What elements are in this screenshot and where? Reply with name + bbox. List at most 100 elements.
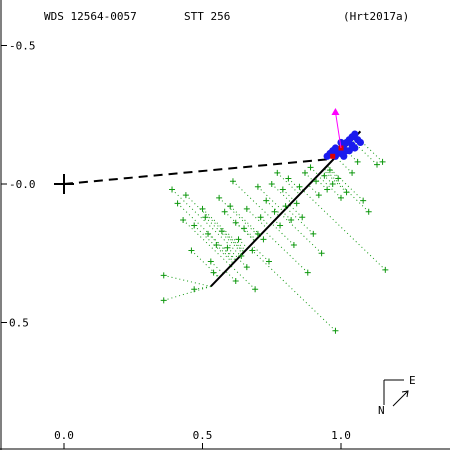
residual-line [314, 177, 328, 190]
reference-label: (Hrt2017a) [343, 10, 409, 23]
residual-line [163, 286, 211, 301]
residual-line [207, 233, 237, 261]
wds-label: WDS 12564-0057 [44, 10, 137, 23]
y-tick-label: -0.0 [9, 178, 36, 191]
observation-cross [227, 203, 234, 210]
predicted-point [330, 153, 336, 159]
y-tick-label: 0.5 [9, 317, 29, 330]
residual-line [216, 244, 235, 263]
compass-east-label: E [409, 374, 416, 387]
observation-cross [241, 225, 248, 232]
observation-cross [260, 236, 267, 243]
observation-cross [268, 181, 275, 187]
residual-line [235, 222, 256, 242]
observation-cross [360, 197, 367, 204]
observation-cross [324, 186, 331, 193]
axes-group: 0.0 0.5 1.0 -0.5 -0.0 0.5 [1, 40, 351, 449]
residual-line [210, 261, 224, 274]
residual-line [322, 169, 347, 193]
x-tick-label: 0.5 [193, 429, 213, 442]
observation-cross [338, 194, 344, 201]
residual-line [238, 239, 249, 249]
residual-line [229, 205, 261, 236]
special-points [330, 107, 344, 159]
observation-cross [180, 217, 187, 224]
observation-cross [315, 192, 322, 199]
residual-line [310, 167, 319, 176]
discoverer-label: STT 256 [184, 10, 230, 23]
observation-cross [213, 241, 220, 248]
observation-cross [288, 217, 295, 224]
speckle-point [337, 138, 345, 147]
observation-cross [207, 258, 214, 265]
observation-cross [374, 161, 381, 168]
observation-cross [191, 286, 198, 293]
residual-line [271, 183, 292, 204]
residual-line [227, 247, 239, 259]
x-tick-label: 0.0 [54, 429, 74, 442]
observation-cross [282, 203, 289, 210]
x-tick-label: 1.0 [331, 429, 351, 442]
observation-cross [202, 214, 209, 221]
observation-cross [182, 192, 189, 199]
observation-cross [290, 241, 297, 248]
residual-line [182, 219, 232, 267]
observation-cross [249, 247, 256, 254]
residual-line [351, 139, 378, 165]
residual-line [264, 230, 309, 273]
observation-cross [299, 214, 306, 221]
compass: E N [378, 374, 416, 417]
residual-line [274, 219, 281, 226]
observation-cross [365, 208, 372, 215]
observation-cross [277, 222, 284, 229]
residual-line [237, 258, 248, 268]
observation-cross [238, 253, 245, 260]
observation-cross [218, 228, 225, 235]
residual-line [265, 200, 281, 215]
observation-cross [254, 183, 261, 190]
observation-cross [343, 189, 350, 196]
observation-cross [293, 200, 300, 207]
projection-line [63, 158, 331, 185]
residual-line [163, 274, 211, 287]
residual-line [282, 211, 292, 221]
residual-line [282, 189, 295, 201]
observation-cross [224, 244, 231, 251]
compass-north-label: N [378, 404, 385, 417]
observation-cross [210, 269, 217, 276]
observation-cross [265, 258, 272, 265]
residual-line [260, 216, 270, 227]
observation-cross [232, 219, 239, 226]
observation-cross [354, 158, 361, 165]
observation-cross [307, 164, 314, 171]
orbit-lines [54, 130, 362, 288]
observation-cross [382, 266, 389, 273]
observation-cross [318, 250, 325, 257]
residual-line [308, 184, 320, 196]
speckle-point [351, 130, 359, 138]
residual-line [221, 230, 245, 253]
observation-cross [229, 178, 236, 185]
speckle-points [323, 130, 364, 160]
speckle-point [356, 138, 364, 147]
observation-cross [274, 169, 281, 176]
observation-cross [199, 205, 206, 212]
residual-line [326, 165, 364, 201]
residual-line [243, 227, 257, 241]
speckle-point [342, 147, 351, 155]
observation-cross [232, 277, 239, 284]
observation-cross [310, 230, 317, 237]
observation-cross [205, 230, 212, 237]
observation-cross [191, 222, 198, 229]
observation-cross [335, 175, 342, 182]
observation-cross [188, 247, 195, 254]
residual-line [271, 223, 295, 246]
observation-cross [271, 208, 278, 215]
residual-line [286, 207, 314, 235]
recent-measure-marker [331, 107, 340, 115]
residual-line [280, 213, 322, 254]
residual-line [325, 166, 339, 179]
observation-cross [216, 194, 223, 201]
speckle-point [340, 152, 348, 160]
